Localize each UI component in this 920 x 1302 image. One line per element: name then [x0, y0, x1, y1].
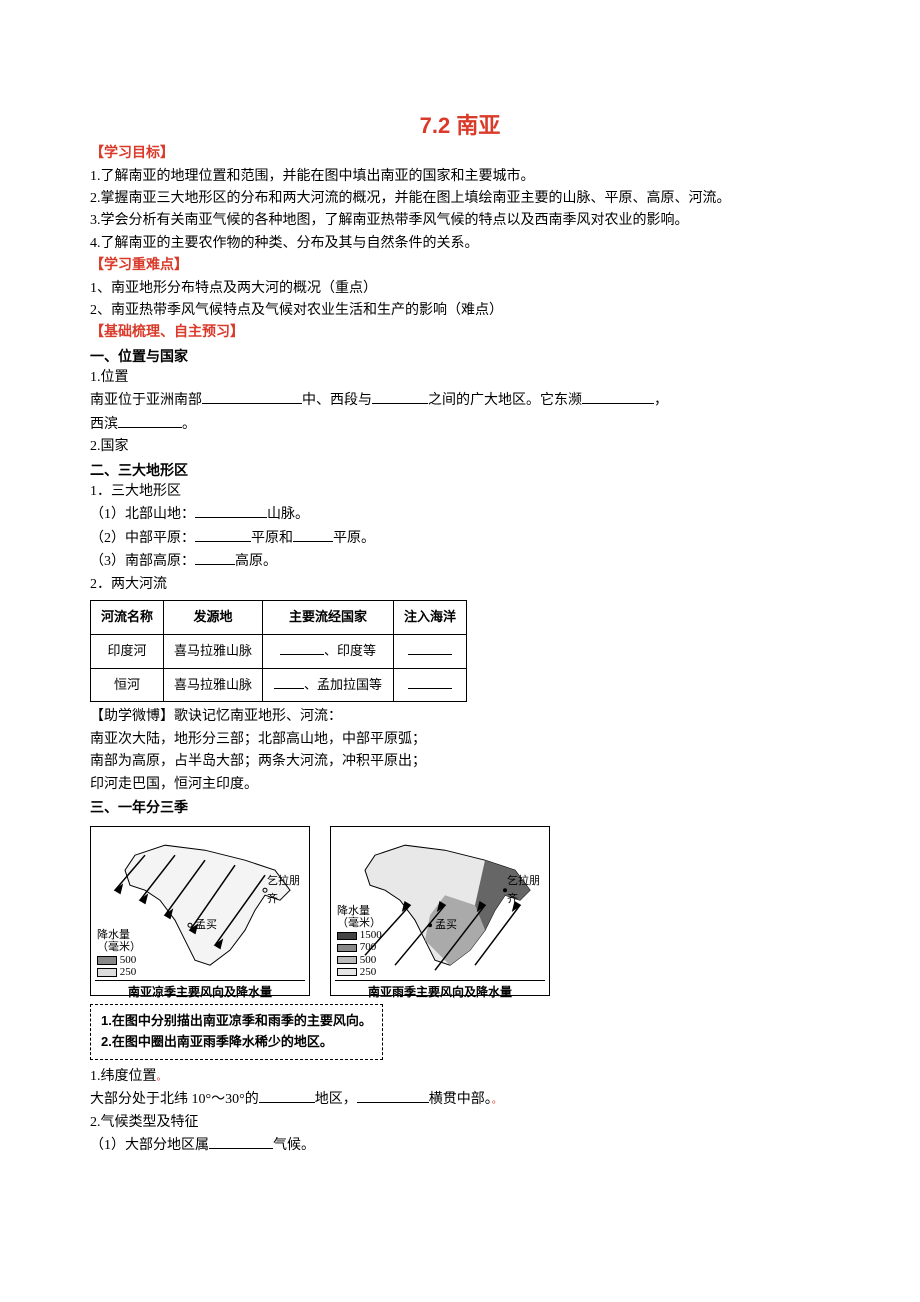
blank-11[interactable] — [209, 1134, 273, 1149]
mnemonic-line3: 印河走巴国，恒河主印度。 — [90, 774, 830, 796]
title-text: 7.2 南亚 — [420, 113, 501, 138]
objective-4: 4.了解南亚的主要农作物的种类、分布及其与自然条件的关系。 — [90, 233, 830, 255]
col-sea: 注入海洋 — [394, 601, 467, 635]
map-title-2: 南亚雨季主要风向及降水量 — [335, 980, 545, 1002]
p-position-label: 1.位置 — [90, 367, 830, 389]
objective-1: 1.了解南亚的地理位置和范围，并能在图中填出南亚的国家和主要城市。 — [90, 166, 830, 188]
table-row: 恒河 喜马拉雅山脉 、孟加拉国等 — [91, 668, 467, 702]
objective-3: 3.学会分析有关南亚气候的各种地图，了解南亚热带季风气候的特点以及西南季风对农业… — [90, 210, 830, 232]
heading-1: 一、位置与国家 — [90, 345, 830, 367]
city-label-1: 乞拉朋齐 — [267, 873, 305, 908]
mnemonic-line1: 南亚次大陆，地形分三部；北部高山地，中部平原弧； — [90, 729, 830, 751]
p-climate-1: （1）大部分地区属气候。 — [90, 1134, 830, 1157]
map-area-1: 乞拉朋齐 孟买 降水量 （毫米） 500 250 — [95, 831, 305, 979]
p-terrain-2: （2）中部平原：平原和平原。 — [90, 527, 830, 550]
col-source: 发源地 — [164, 601, 263, 635]
p-latitude-label: 1.纬度位置。 — [90, 1066, 830, 1088]
legend-2: 降水量 （毫米） 1500 700 500 250 — [337, 905, 382, 978]
task-1: 1.在图中分别描出南亚凉季和雨季的主要风向。 — [101, 1011, 372, 1032]
keypoint-1: 1、南亚地形分布特点及两大河的概况（重点） — [90, 278, 830, 300]
page-title: 7.2 南亚 — [90, 108, 830, 143]
p-terrain-label: 1．三大地形区 — [90, 481, 830, 503]
task-box: 1.在图中分别描出南亚凉季和雨季的主要风向。 2.在图中圈出南亚雨季降水稀少的地… — [90, 1004, 383, 1060]
p-terrain-1: （1）北部山地：山脉。 — [90, 503, 830, 526]
p-position-line2: 西滨。 — [90, 413, 830, 436]
blank-3[interactable] — [582, 389, 654, 404]
blank-6[interactable] — [195, 527, 251, 542]
p-latitude-line: 大部分处于北纬 10°～30°的地区，横贯中部。。 — [90, 1088, 830, 1111]
map-area-2: 乞拉朋齐 孟买 降水量 （毫米） 1500 700 500 250 — [335, 831, 545, 979]
city-label-3: 乞拉朋齐 — [507, 873, 545, 908]
col-name: 河流名称 — [91, 601, 164, 635]
blank-r2-sea[interactable] — [408, 675, 452, 689]
hidden-marker-2: 。 — [492, 1095, 502, 1106]
maps-row: 乞拉朋齐 孟买 降水量 （毫米） 500 250 南亚凉季主要风向及降水量 — [90, 826, 830, 996]
blank-r1-via[interactable] — [280, 641, 324, 655]
blank-9[interactable] — [259, 1088, 315, 1103]
map-cool-season: 乞拉朋齐 孟买 降水量 （毫米） 500 250 南亚凉季主要风向及降水量 — [90, 826, 310, 996]
rivers-table: 河流名称 发源地 主要流经国家 注入海洋 印度河 喜马拉雅山脉 、印度等 恒河 … — [90, 600, 467, 702]
hidden-marker-1: 。 — [157, 1072, 167, 1083]
section-review: 【基础梳理、自主预习】 — [90, 322, 830, 344]
table-row: 印度河 喜马拉雅山脉 、印度等 — [91, 634, 467, 668]
blank-7[interactable] — [293, 527, 333, 542]
blank-1[interactable] — [202, 389, 302, 404]
blank-8[interactable] — [195, 550, 235, 565]
p-terrain-3: （3）南部高原：高原。 — [90, 550, 830, 573]
heading-3: 三、一年分三季 — [90, 796, 830, 818]
objective-2: 2.掌握南亚三大地形区的分布和两大河流的概况，并能在图上填绘南亚主要的山脉、平原… — [90, 188, 830, 210]
map-title-1: 南亚凉季主要风向及降水量 — [95, 980, 305, 1002]
blank-4[interactable] — [118, 413, 182, 428]
map-wet-season: 乞拉朋齐 孟买 降水量 （毫米） 1500 700 500 250 南亚雨季主要… — [330, 826, 550, 996]
p-country-label: 2.国家 — [90, 436, 830, 458]
blank-2[interactable] — [372, 389, 428, 404]
p-rivers-label: 2．两大河流 — [90, 574, 830, 596]
city-label-2: 孟买 — [195, 917, 217, 935]
heading-2: 二、三大地形区 — [90, 459, 830, 481]
blank-r2-via[interactable] — [274, 675, 304, 689]
keypoint-2: 2、南亚热带季风气候特点及气候对农业生活和生产的影响（难点） — [90, 300, 830, 322]
mnemonic-line2: 南部为高原，占半岛大部；两条大河流，冲积平原出； — [90, 751, 830, 773]
p-position-line1: 南亚位于亚洲南部中、西段与之间的广大地区。它东濒， — [90, 389, 830, 412]
table-header-row: 河流名称 发源地 主要流经国家 注入海洋 — [91, 601, 467, 635]
blank-10[interactable] — [357, 1088, 429, 1103]
legend-1: 降水量 （毫米） 500 250 — [97, 929, 141, 977]
col-countries: 主要流经国家 — [263, 601, 394, 635]
p-climate-label: 2.气候类型及特征 — [90, 1112, 830, 1134]
city-label-4: 孟买 — [435, 917, 457, 935]
mnemonic-heading: 【助学微博】歌诀记忆南亚地形、河流： — [90, 706, 830, 728]
blank-5[interactable] — [195, 503, 267, 518]
section-keypoints: 【学习重难点】 — [90, 255, 830, 277]
section-objectives: 【学习目标】 — [90, 143, 830, 165]
task-2: 2.在图中圈出南亚雨季降水稀少的地区。 — [101, 1032, 372, 1053]
blank-r1-sea[interactable] — [408, 641, 452, 655]
